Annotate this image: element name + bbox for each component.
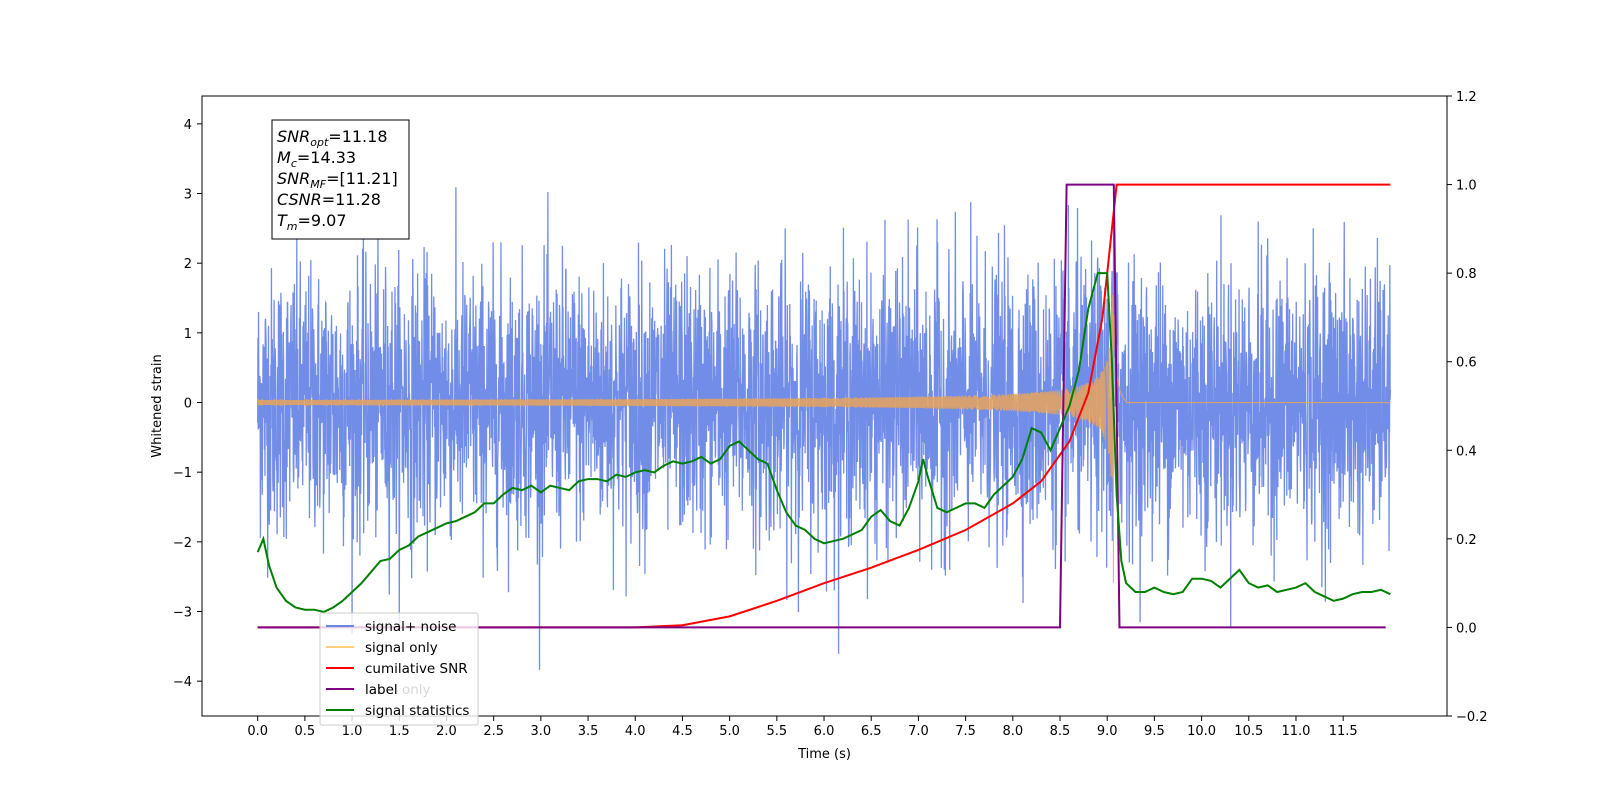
label-line xyxy=(257,183,1386,629)
y-left-tick-label: 2 xyxy=(184,257,192,272)
x-tick-label: 6.0 xyxy=(814,724,835,739)
x-tick-label: 9.0 xyxy=(1097,724,1118,739)
y-right-tick-label: 0.6 xyxy=(1456,356,1477,371)
y-right-tick-label: 0.4 xyxy=(1456,444,1477,459)
info-line: Mc=14.33 xyxy=(277,148,356,170)
info-symbol: M xyxy=(277,148,291,167)
y-right-tick-label: −0.2 xyxy=(1456,710,1488,725)
signal-noise-line xyxy=(257,187,1392,670)
y-right-tick-label: 0.2 xyxy=(1456,533,1477,548)
info-box-frame xyxy=(271,119,410,240)
x-tick-label: 7.5 xyxy=(955,724,976,739)
info-line: SNRMF=[11.21] xyxy=(277,169,398,191)
y-left-tick-label: −4 xyxy=(173,675,192,690)
x-tick-label: 0.0 xyxy=(247,724,268,739)
x-tick-label: 5.0 xyxy=(719,724,740,739)
legend: signal+ noise signal only cumilative SNR la… xyxy=(319,612,479,726)
x-tick-label: 10.0 xyxy=(1187,724,1216,739)
y-right-tick-label: 0.8 xyxy=(1456,267,1477,282)
info-box: SNRopt=11.18Mc=14.33SNRMF=[11.21]CSNR=11… xyxy=(271,119,410,240)
info-symbol: SNR xyxy=(277,127,310,146)
signal-statistics-line xyxy=(256,272,1391,613)
x-tick-label: 2.0 xyxy=(436,724,457,739)
x-tick-label: 3.5 xyxy=(578,724,599,739)
info-line: CSNR=11.28 xyxy=(277,190,381,209)
y-right-tick-label: 0.0 xyxy=(1456,621,1477,636)
axes-layer: 0.0 0.5 1.0 1.5 2.0 2.5 3.0 3.5 4.0 4.5 5.0 5.5 6.0 6… xyxy=(150,90,1488,762)
info-value: =9.07 xyxy=(298,211,347,230)
legend-label: label xyxy=(365,682,398,698)
x-tick-label: 11.0 xyxy=(1281,724,1310,739)
x-axis-label: Time (s) xyxy=(797,747,851,762)
x-tick-label: 2.5 xyxy=(483,724,504,739)
y-left-tick-label: 1 xyxy=(184,327,192,342)
signal-only-line xyxy=(257,294,1391,583)
x-tick-label: 4.5 xyxy=(672,724,693,739)
x-tick-label: 9.5 xyxy=(1144,724,1165,739)
info-subscript: m xyxy=(287,220,298,233)
y-left-tick-label: 3 xyxy=(184,188,192,203)
legend-label: cumilative SNR xyxy=(365,661,468,677)
legend-label: signal+ noise xyxy=(365,619,456,635)
x-tick-label: 5.5 xyxy=(766,724,787,739)
x-tick-label: 0.5 xyxy=(295,724,316,739)
x-tick-label: 4.0 xyxy=(625,724,646,739)
y-axis-label: Whitened strain xyxy=(150,354,165,457)
y-left-tick-label: −3 xyxy=(173,606,192,621)
x-tick-label: 8.5 xyxy=(1050,724,1071,739)
x-tick-label: 6.5 xyxy=(861,724,882,739)
info-value: =[11.21] xyxy=(326,169,398,188)
info-subscript: c xyxy=(291,157,297,170)
data-layer xyxy=(256,183,1392,670)
info-value: =11.18 xyxy=(328,127,387,146)
legend-frame xyxy=(319,612,479,726)
info-value: =11.28 xyxy=(322,190,381,209)
legend-label: signal statistics xyxy=(365,703,469,719)
y-right-tick-label: 1.0 xyxy=(1456,179,1477,194)
legend-label: label only xyxy=(365,682,431,698)
info-symbol: SNR xyxy=(277,169,310,188)
info-symbol: T xyxy=(277,211,288,230)
info-line: SNRopt=11.18 xyxy=(277,127,388,149)
y-left-tick-label: −1 xyxy=(173,466,192,481)
x-tick-label: 8.0 xyxy=(1002,724,1023,739)
y-right-tick-label: 1.2 xyxy=(1456,90,1477,105)
info-subscript: MF xyxy=(310,178,326,191)
x-tick-label: 11.5 xyxy=(1329,724,1358,739)
cumilative-snr-line xyxy=(257,183,1391,629)
info-subscript: opt xyxy=(310,136,329,149)
x-tick-label: 1.5 xyxy=(389,724,410,739)
info-line: Tm=9.07 xyxy=(277,211,347,233)
x-tick-label: 3.0 xyxy=(531,724,552,739)
legend-label: signal only xyxy=(365,640,438,656)
info-symbol: CSNR xyxy=(277,190,322,209)
y-left-tick-label: 4 xyxy=(184,118,192,133)
y-left-tick-label: 0 xyxy=(184,397,192,412)
x-tick-label: 10.5 xyxy=(1234,724,1263,739)
info-value: =14.33 xyxy=(297,148,356,167)
y-left-tick-label: −2 xyxy=(173,536,192,551)
x-tick-label: 1.0 xyxy=(342,724,363,739)
x-tick-label: 7.0 xyxy=(908,724,929,739)
